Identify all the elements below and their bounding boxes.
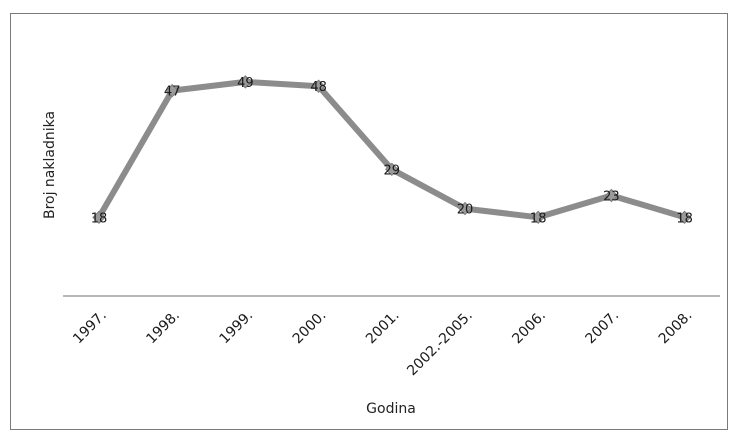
x-tick-label: 2007. bbox=[583, 308, 623, 348]
data-point-marker bbox=[531, 210, 545, 225]
series-line-group bbox=[92, 75, 692, 225]
data-label: 18 bbox=[91, 211, 108, 226]
data-label: 20 bbox=[457, 203, 474, 218]
data-label: 47 bbox=[164, 85, 181, 100]
chart-frame bbox=[10, 13, 728, 430]
x-tick-label: 1997. bbox=[70, 308, 110, 348]
data-label: 29 bbox=[384, 163, 401, 178]
data-point-marker bbox=[165, 83, 179, 98]
data-label: 48 bbox=[310, 80, 327, 95]
data-label: 18 bbox=[530, 211, 547, 226]
data-label: 18 bbox=[676, 211, 693, 226]
x-tick-label: 2002.-2005. bbox=[404, 308, 476, 380]
data-point-marker bbox=[604, 188, 619, 203]
data-label: 23 bbox=[603, 190, 620, 205]
data-point-marker bbox=[458, 201, 472, 216]
x-tick-label: 2008. bbox=[656, 308, 696, 348]
data-point-marker bbox=[92, 210, 106, 225]
x-tick-label: 2000. bbox=[290, 308, 330, 348]
x-tick-labels: 1997. 1998. 1999. 2000. 2001. 2002.-2005. 2006… bbox=[70, 308, 695, 380]
data-point-marker bbox=[677, 210, 692, 225]
x-axis-title: Godina bbox=[366, 401, 416, 417]
data-point-marker bbox=[238, 75, 253, 89]
x-tick-label: 2001. bbox=[363, 308, 403, 348]
data-labels-group: 18 47 49 48 29 20 18 23 18 bbox=[91, 76, 693, 226]
y-axis-title: Broj nakladnika bbox=[42, 111, 58, 219]
data-point-marker bbox=[311, 79, 326, 93]
x-tick-label: 1999. bbox=[217, 308, 257, 348]
data-label: 49 bbox=[237, 76, 254, 91]
series-line bbox=[96, 78, 688, 221]
data-point-marker bbox=[385, 162, 399, 176]
x-tick-label: 2006. bbox=[509, 308, 549, 348]
x-tick-label: 1998. bbox=[143, 308, 183, 348]
